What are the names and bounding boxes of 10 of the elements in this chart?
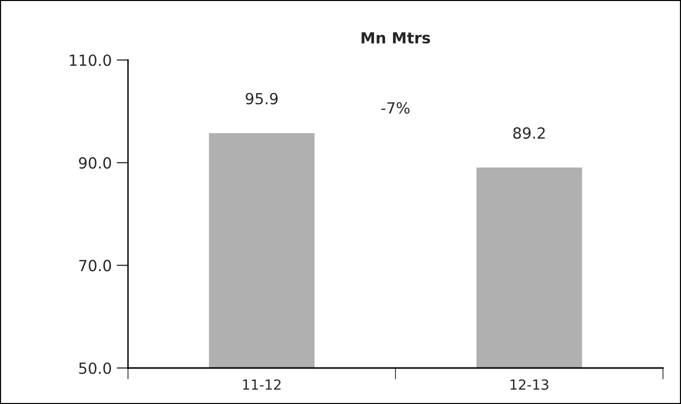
x-tick-label: 11-12 — [243, 379, 281, 390]
y-tick-label: 90.0 — [78, 157, 112, 169]
data-label: 89.2 — [513, 127, 545, 139]
y-tick-label: 110.0 — [70, 54, 112, 66]
chart-title: Mn Mtrs — [362, 32, 430, 44]
annotation: -7% — [381, 102, 410, 114]
data-label: 95.9 — [246, 92, 278, 104]
x-tick-label: 12-13 — [510, 379, 548, 390]
y-tick-label: 70.0 — [79, 260, 112, 272]
y-tick-label: 50.0 — [79, 362, 112, 374]
